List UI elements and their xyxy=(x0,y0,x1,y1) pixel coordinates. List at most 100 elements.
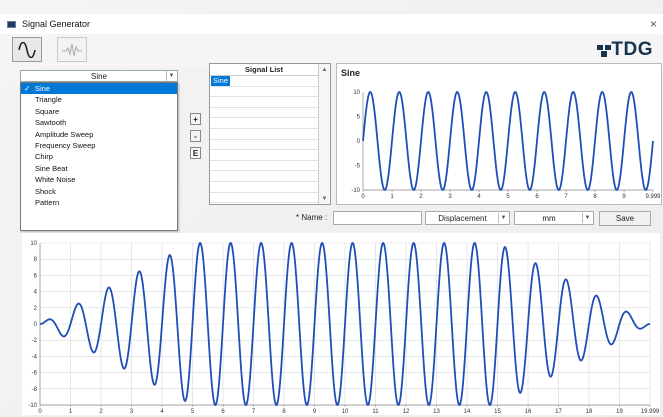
x-tick-label: 8 xyxy=(593,194,597,200)
add-signal-button[interactable]: + xyxy=(190,113,201,125)
x-tick-label: 5 xyxy=(506,194,510,200)
list-item[interactable] xyxy=(210,108,318,119)
check-icon: ✓ xyxy=(24,84,31,93)
x-tick-label: 2 xyxy=(419,194,423,200)
random-signal-button[interactable] xyxy=(57,37,87,62)
tdg-logo-mark xyxy=(597,45,612,57)
dropdown-option-label: Sine Beat xyxy=(35,163,68,173)
list-item[interactable] xyxy=(210,193,318,204)
list-item[interactable] xyxy=(210,150,318,161)
y-tick-label: -2 xyxy=(32,338,38,344)
tdg-logo: TDG xyxy=(597,39,653,61)
x-tick-label: 12 xyxy=(403,409,410,415)
x-tick-label: 16 xyxy=(525,409,532,415)
dropdown-option[interactable]: Frequency Sweep xyxy=(21,140,177,151)
signal-list[interactable]: Signal List Sine ▲ ▼ xyxy=(209,63,331,205)
x-tick-label: 6 xyxy=(221,409,225,415)
signal-list-scrollbar[interactable]: ▲ ▼ xyxy=(318,64,330,204)
list-item[interactable]: Sine xyxy=(210,76,318,87)
dropdown-option-label: Chirp xyxy=(35,152,53,162)
x-tick-label: 19.999 xyxy=(641,409,660,415)
y-tick-label: 5 xyxy=(357,115,361,121)
x-tick-label: 3 xyxy=(448,194,452,200)
dropdown-option[interactable]: ✓ Sine xyxy=(21,83,177,95)
series-line xyxy=(39,242,651,406)
window-title: Signal Generator xyxy=(22,19,91,29)
signal-type-value: Sine xyxy=(90,71,107,81)
sine-signal-button[interactable] xyxy=(12,37,42,62)
main-chart: 0 1 2 3 4 5 6 7 8 9 10 11 12 13 14 15 16 17 18 19 19.9991086… xyxy=(28,241,660,415)
dropdown-option[interactable]: Pattern xyxy=(21,197,177,208)
quantity-select[interactable]: Displacement ▼ xyxy=(425,211,510,225)
preview-chart: Sine 0 1 2 3 4 5 6 7 8 9 9.999 10 5 0 -5 -10 xyxy=(341,68,661,200)
logo-text: TDG xyxy=(611,39,653,60)
signal-type-dropdown[interactable]: ✓ Sine Triangle Square Sawtooth Amplitude Swe… xyxy=(20,82,178,231)
remove-signal-button[interactable]: - xyxy=(190,130,201,142)
x-tick-label: 1 xyxy=(69,409,73,415)
close-button[interactable]: × xyxy=(649,17,657,31)
y-tick-label: -10 xyxy=(28,403,37,409)
unit-select[interactable]: mm ▼ xyxy=(514,211,594,225)
y-tick-label: 8 xyxy=(34,257,38,263)
y-tick-label: -8 xyxy=(32,387,38,393)
dropdown-option[interactable]: Square xyxy=(21,106,177,117)
x-tick-label: 3 xyxy=(130,409,134,415)
dropdown-option[interactable]: White Noise xyxy=(21,174,177,185)
dropdown-option-label: Triangle xyxy=(35,95,62,105)
save-button[interactable]: Save xyxy=(599,211,651,226)
dropdown-option-label: Pattern xyxy=(35,197,60,207)
dropdown-option-label: Sawtooth xyxy=(35,118,67,128)
x-tick-label: 14 xyxy=(464,409,471,415)
chevron-up-icon[interactable]: ▲ xyxy=(321,66,328,73)
list-item[interactable] xyxy=(210,129,318,140)
dropdown-option-label: Amplitude Sweep xyxy=(35,129,94,139)
list-item[interactable] xyxy=(210,140,318,151)
dropdown-option[interactable]: Triangle xyxy=(21,94,177,105)
y-tick-label: 10 xyxy=(30,241,37,247)
dropdown-option-label: Frequency Sweep xyxy=(35,140,96,150)
dropdown-option[interactable]: Shock xyxy=(21,186,177,197)
list-item[interactable] xyxy=(210,118,318,129)
list-item[interactable] xyxy=(210,161,318,172)
list-item[interactable] xyxy=(210,87,318,98)
title-bar: Signal Generator × xyxy=(0,14,663,34)
x-tick-label: 0 xyxy=(361,194,365,200)
main-chart-panel: 0 1 2 3 4 5 6 7 8 9 10 11 12 13 14 15 16 17 18 19 19.999 10 8 6… xyxy=(22,233,660,415)
chart-title: Sine xyxy=(341,68,360,78)
x-tick-label: 8 xyxy=(282,409,286,415)
dropdown-option-label: Shock xyxy=(35,186,56,196)
list-item[interactable] xyxy=(210,97,318,108)
x-tick-label: 9 xyxy=(622,194,626,200)
chevron-down-icon[interactable]: ▼ xyxy=(582,213,592,223)
list-item-label: Sine xyxy=(211,76,231,86)
dropdown-option[interactable]: Amplitude Sweep xyxy=(21,129,177,140)
name-input[interactable] xyxy=(333,211,422,225)
x-tick-label: 13 xyxy=(433,409,440,415)
unit-value: mm xyxy=(542,213,556,223)
x-tick-label: 7 xyxy=(564,194,568,200)
chevron-down-icon[interactable]: ▼ xyxy=(498,213,508,223)
app-icon xyxy=(7,20,16,28)
list-item[interactable] xyxy=(210,171,318,182)
x-tick-label: 6 xyxy=(535,194,539,200)
chevron-down-icon[interactable]: ▼ xyxy=(321,195,328,202)
dropdown-option[interactable]: Sawtooth xyxy=(21,117,177,128)
x-tick-label: 4 xyxy=(477,194,481,200)
x-tick-label: 9 xyxy=(313,409,317,415)
y-tick-label: 2 xyxy=(34,306,38,312)
signal-list-header: Signal List xyxy=(210,64,318,76)
signal-type-select[interactable]: Sine ▼ xyxy=(20,70,178,82)
x-tick-label: 15 xyxy=(494,409,501,415)
x-tick-label: 11 xyxy=(372,409,379,415)
dropdown-option-label: White Noise xyxy=(35,175,76,185)
y-tick-label: -4 xyxy=(32,354,38,360)
list-item[interactable] xyxy=(210,182,318,193)
dropdown-option[interactable]: Chirp xyxy=(21,151,177,162)
y-tick-label: 6 xyxy=(34,273,38,279)
edit-signal-button[interactable]: E xyxy=(190,147,201,159)
x-tick-label: 0 xyxy=(38,409,42,415)
dropdown-option[interactable]: Sine Beat xyxy=(21,163,177,174)
random-wave-icon xyxy=(62,43,82,56)
x-tick-label: 7 xyxy=(252,409,256,415)
chevron-down-icon[interactable]: ▼ xyxy=(166,71,176,81)
